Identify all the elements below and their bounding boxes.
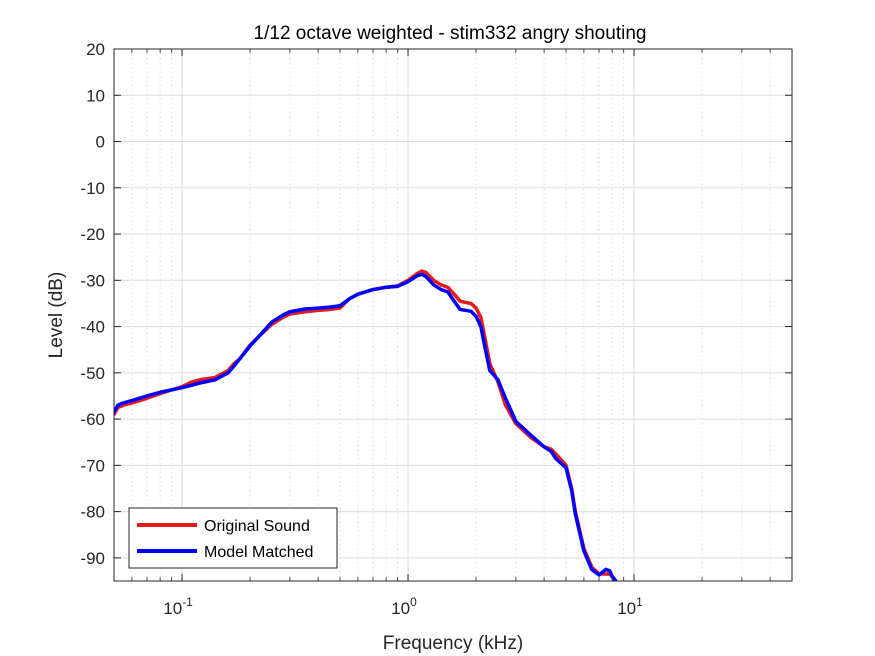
y-tick-label: -60 [80,410,105,429]
x-tick-base: 10 [163,599,182,618]
legend-box [128,507,338,569]
x-tick-label: 100 [391,595,417,618]
x-tick-label: 101 [617,595,643,618]
x-tick-exponent: 1 [636,595,643,609]
x-tick-base: 10 [617,599,636,618]
y-tick-label: -90 [80,549,105,568]
plot-frame [113,48,793,582]
y-tick-label: -40 [80,318,105,337]
legend: Original Sound Model Matched [128,507,338,569]
x-tick-exponent: -1 [182,595,193,609]
y-tick-label: -30 [80,271,105,290]
series-layer [114,269,618,581]
chart-title: 1/12 octave weighted - stim332 angry sho… [254,23,647,44]
y-tick-label: -10 [80,179,105,198]
plot-area [114,49,792,581]
x-axis-label: Frequency (kHz) [383,633,523,654]
axis-ticks [113,48,793,581]
x-tick-labels: 10-1 100 101 [163,595,643,618]
legend-label-original-sound: Original Sound [204,518,310,535]
series-line-original-sound [114,269,618,581]
x-tick-label: 10-1 [163,595,193,618]
x-tick-exponent: 0 [410,595,417,609]
series-line-model-matched [114,272,618,581]
x-tick-base: 10 [391,599,410,618]
y-tick-label: 20 [86,40,105,59]
y-tick-label: -20 [80,225,105,244]
y-tick-label: -80 [80,503,105,522]
y-tick-label: 0 [96,133,105,152]
y-tick-label: 10 [86,86,105,105]
legend-label-model-matched: Model Matched [204,544,313,561]
y-tick-label: -50 [80,364,105,383]
y-tick-labels: 20 10 0 -10 -20 -30 -40 -50 -60 -70 -80 -90 [80,40,105,568]
y-tick-label: -70 [80,456,105,475]
y-axis-label: Level (dB) [46,272,67,359]
